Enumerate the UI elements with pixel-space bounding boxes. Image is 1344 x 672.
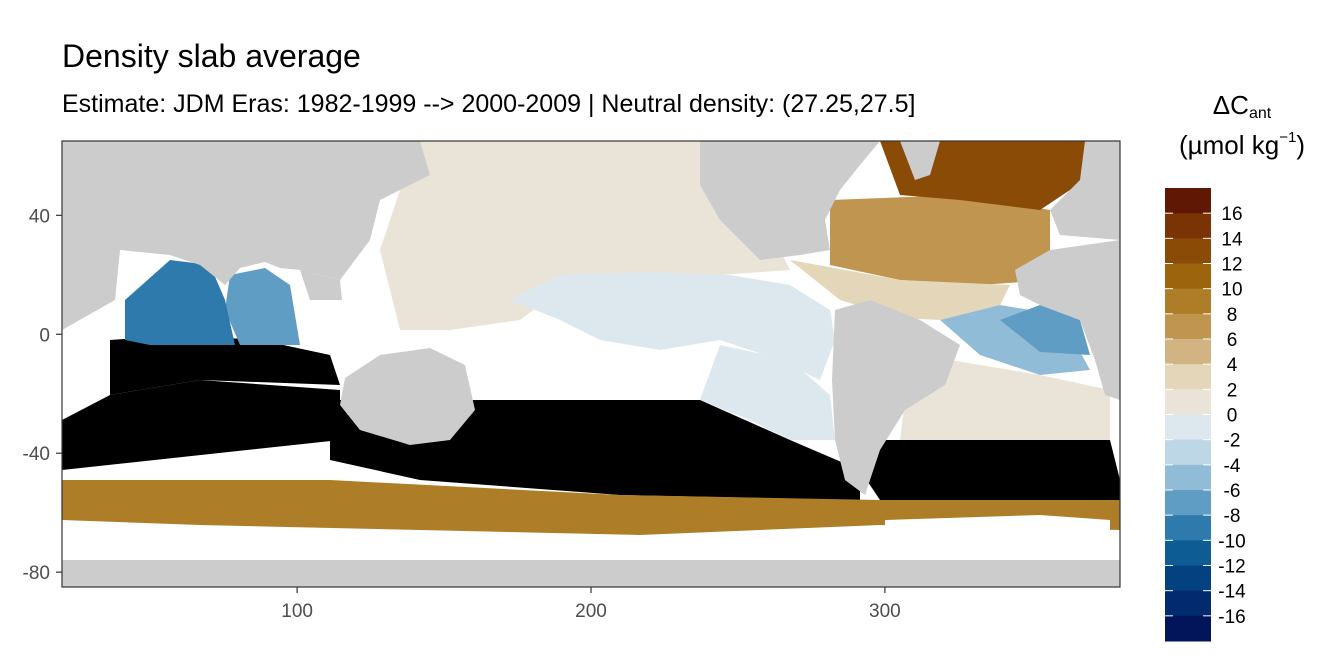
land-antarctica xyxy=(62,560,1120,587)
region-northeast-pacific xyxy=(380,141,790,330)
legend-color-step xyxy=(1165,414,1211,441)
legend-color-step xyxy=(1165,188,1211,214)
legend-break-label: 10 xyxy=(1221,280,1242,301)
legend-color-step xyxy=(1165,364,1211,390)
legend-break-label: -2 xyxy=(1224,431,1241,452)
land-masses xyxy=(62,141,1120,587)
no-data-antarctic-shelf xyxy=(62,525,1120,560)
legend-break-label: -8 xyxy=(1224,506,1241,527)
legend-color-step xyxy=(1165,540,1211,566)
legend-unit-sup: −1 xyxy=(1279,129,1297,146)
legend-color-step xyxy=(1165,263,1211,290)
legend-color-step xyxy=(1165,439,1211,466)
region-south-atlantic xyxy=(900,360,1110,440)
legend-color-step xyxy=(1165,213,1211,239)
x-tick-label: 200 xyxy=(575,601,607,622)
region-arabian-sea xyxy=(125,260,235,345)
chart-subtitle: Estimate: JDM Eras: 1982-1999 --> 2000-2… xyxy=(62,90,916,118)
region-bay-of-bengal xyxy=(225,268,300,345)
x-tick-label: 300 xyxy=(869,601,901,622)
legend-color-step xyxy=(1165,565,1211,592)
region-tropical-north-atlantic xyxy=(790,260,1010,320)
ocean-field xyxy=(62,141,1120,587)
region-antarctic-margin xyxy=(62,480,1120,535)
land-west-africa xyxy=(1015,240,1120,400)
region-equatorial-pacific xyxy=(510,272,835,380)
legend-break-label: -12 xyxy=(1218,557,1245,578)
legend-break-label: 14 xyxy=(1221,229,1243,250)
no-data-indonesia xyxy=(300,300,400,345)
legend-unit-prefix: (µmol kg xyxy=(1179,130,1280,160)
legend-title-unit: (µmol kg−1) xyxy=(1164,126,1320,165)
legend-break-label: -6 xyxy=(1224,481,1241,502)
legend-colorbar: 16 14 12 10 8 6 4 2 0 -2 -4 -6 -8 -10 -12 -14 -16 xyxy=(1165,188,1246,642)
region-southeast-pacific xyxy=(700,345,835,440)
legend-color-step xyxy=(1165,389,1211,415)
land-eurasia xyxy=(62,141,430,330)
legend-break-label: -16 xyxy=(1218,607,1245,628)
legend-color-step xyxy=(1165,615,1211,642)
legend-break-label: -10 xyxy=(1218,531,1245,552)
legend-color-step xyxy=(1165,288,1211,315)
legend-break-label: 6 xyxy=(1227,330,1238,351)
legend-unit-suffix: ) xyxy=(1296,130,1305,160)
legend-title: ΔCant (µmol kg−1) xyxy=(1164,86,1320,165)
legend-color-step xyxy=(1165,515,1211,541)
no-data-weddell xyxy=(885,515,1110,560)
legend-color-step xyxy=(1165,339,1211,365)
legend-break-label: -14 xyxy=(1218,582,1246,603)
chart-title: Density slab average xyxy=(62,38,361,74)
land-south-america xyxy=(832,300,960,495)
x-tick-label: 100 xyxy=(281,601,313,622)
legend-break-label: 16 xyxy=(1221,204,1242,225)
y-tick-label: -80 xyxy=(23,563,50,584)
legend-title-sub: ant xyxy=(1248,105,1272,122)
legend-break-label: -4 xyxy=(1224,456,1241,477)
region-southern-indian xyxy=(62,380,340,470)
legend-break-label: 12 xyxy=(1221,255,1242,276)
no-data-areas xyxy=(62,300,1120,560)
y-tick-label: 40 xyxy=(29,206,50,227)
legend-color-step xyxy=(1165,313,1211,340)
legend-color-step xyxy=(1165,238,1211,264)
y-tick-label: 0 xyxy=(39,325,50,346)
legend-break-label: 0 xyxy=(1227,406,1238,427)
land-australia xyxy=(340,348,475,445)
land-north-america xyxy=(700,141,880,260)
legend-break-label: 2 xyxy=(1227,380,1238,401)
y-tick-label: -40 xyxy=(23,444,50,465)
region-north-atlantic xyxy=(830,195,1050,285)
legend-color-step xyxy=(1165,590,1211,617)
legend-title-variable: ΔCant xyxy=(1164,86,1320,126)
land-greenland xyxy=(900,141,940,180)
legend-break-label: 8 xyxy=(1227,305,1238,326)
land-africa xyxy=(62,240,120,330)
region-equatorial-indian xyxy=(110,335,340,395)
land-europe xyxy=(1050,141,1120,240)
region-southern-ocean-atlantic xyxy=(860,440,1120,500)
legend-break-label: 4 xyxy=(1227,355,1238,376)
legend-color-step xyxy=(1165,464,1211,491)
legend-title-main: ΔC xyxy=(1212,90,1249,120)
region-gulf-of-guinea xyxy=(1000,305,1090,355)
legend-color-step xyxy=(1165,490,1211,516)
